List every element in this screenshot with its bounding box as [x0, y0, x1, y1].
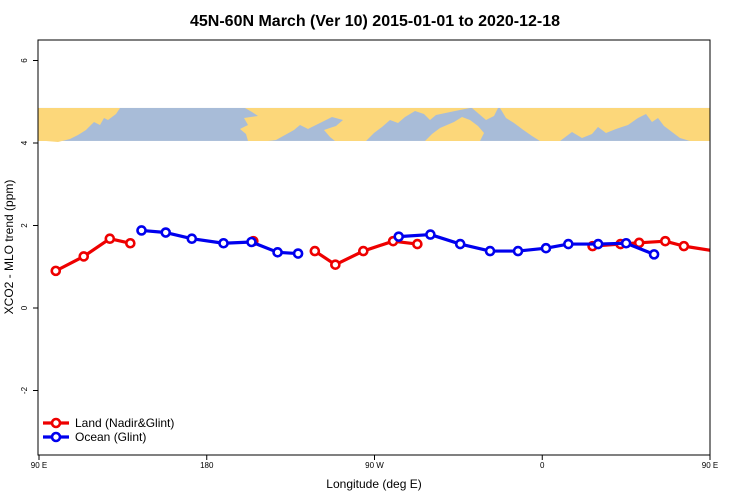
data-point [648, 249, 660, 260]
data-point [309, 245, 321, 257]
data-point [512, 245, 524, 257]
data-point [292, 248, 304, 259]
legend-swatch-marker [50, 417, 62, 429]
legend: Land (Nadir&Glint)Ocean (Glint) [43, 416, 174, 444]
series-line [398, 232, 655, 256]
data-point [186, 233, 198, 244]
x-tick-label: 90 E [702, 461, 718, 470]
map-land-europe [425, 116, 484, 141]
series-group [50, 225, 710, 277]
data-point [454, 238, 466, 250]
y-axis-label: XCO2 - MLO trend (ppm) [2, 180, 16, 315]
data-point [620, 237, 632, 249]
data-point [563, 238, 574, 250]
data-point [592, 238, 604, 250]
data-point [659, 235, 671, 247]
series-line [55, 237, 131, 273]
data-point [246, 236, 257, 248]
legend-label: Land (Nadir&Glint) [75, 416, 174, 430]
map-land-asia [38, 107, 120, 142]
map-land-north-america [240, 107, 470, 141]
x-axis-label: Longitude (deg E) [326, 477, 421, 491]
data-point [125, 237, 136, 249]
y-tick-label: -2 [20, 386, 29, 394]
y-tick-label: 0 [20, 305, 29, 310]
data-point [540, 242, 552, 254]
world-map-band [38, 107, 710, 142]
data-point [678, 240, 690, 252]
data-point [50, 265, 62, 277]
y-tick-label: 2 [20, 223, 29, 228]
chart-title: 45N-60N March (Ver 10) 2015-01-01 to 202… [190, 13, 560, 30]
series-ocean [136, 225, 660, 260]
x-tick-label: 0 [540, 461, 545, 470]
series-land [50, 233, 710, 277]
legend-label: Ocean (Glint) [75, 430, 146, 444]
data-point [136, 225, 147, 236]
data-point [425, 229, 436, 240]
data-point [358, 245, 369, 257]
data-point [78, 251, 90, 262]
legend-swatch-marker [50, 431, 62, 443]
y-axis: -2 0 2 4 6 [20, 58, 38, 394]
data-point [330, 259, 341, 270]
data-point [393, 231, 405, 242]
x-tick-label: 180 [200, 461, 214, 470]
map-land-eurasia [500, 107, 710, 141]
data-point [412, 238, 423, 250]
data-point [104, 233, 116, 244]
x-tick-label: 90 E [31, 461, 47, 470]
data-point [160, 227, 172, 238]
map-land-greenland [472, 107, 498, 120]
data-point [272, 247, 283, 258]
series-line [592, 239, 710, 252]
data-point [484, 245, 496, 257]
y-tick-label: 4 [20, 140, 29, 145]
y-tick-label: 6 [20, 58, 29, 63]
data-point [218, 237, 229, 249]
x-tick-label: 90 W [365, 461, 384, 470]
